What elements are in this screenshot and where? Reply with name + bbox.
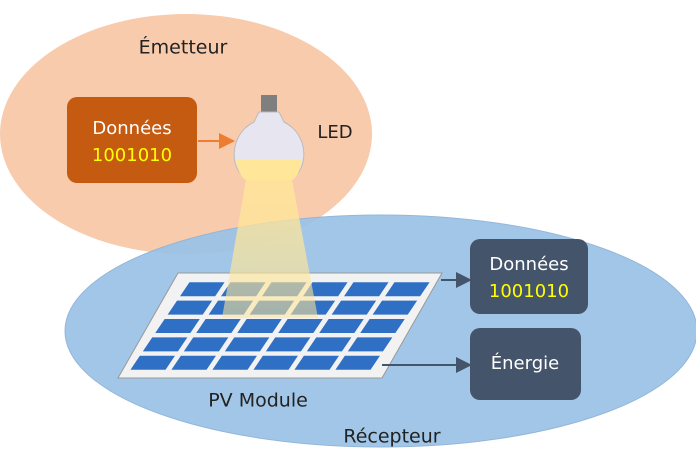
output-title: Données [489,254,568,275]
module-label: PV Module [208,390,308,412]
data-bits: 1001010 [92,145,172,166]
output-box [470,239,588,314]
output-title: Énergie [491,352,559,374]
led-label: LED [317,122,352,143]
output-bits: 1001010 [489,281,569,302]
diagram: Émetteur Données 1001010 LED Données 100… [0,0,696,451]
receiver-label: Récepteur [343,426,440,448]
data-box [67,97,197,183]
emitter-label: Émetteur [139,36,228,59]
data-title: Données [92,118,171,139]
